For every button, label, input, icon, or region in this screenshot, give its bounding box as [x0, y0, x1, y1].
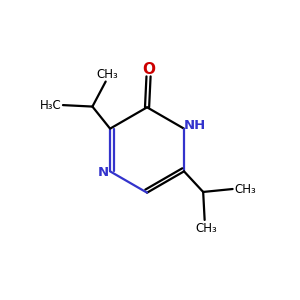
Text: CH₃: CH₃: [96, 68, 118, 81]
Text: O: O: [142, 62, 155, 77]
Text: CH₃: CH₃: [195, 222, 217, 235]
Text: CH₃: CH₃: [234, 182, 256, 196]
Text: H₃C: H₃C: [40, 99, 62, 112]
Text: N: N: [98, 166, 109, 179]
Text: NH: NH: [184, 119, 206, 132]
